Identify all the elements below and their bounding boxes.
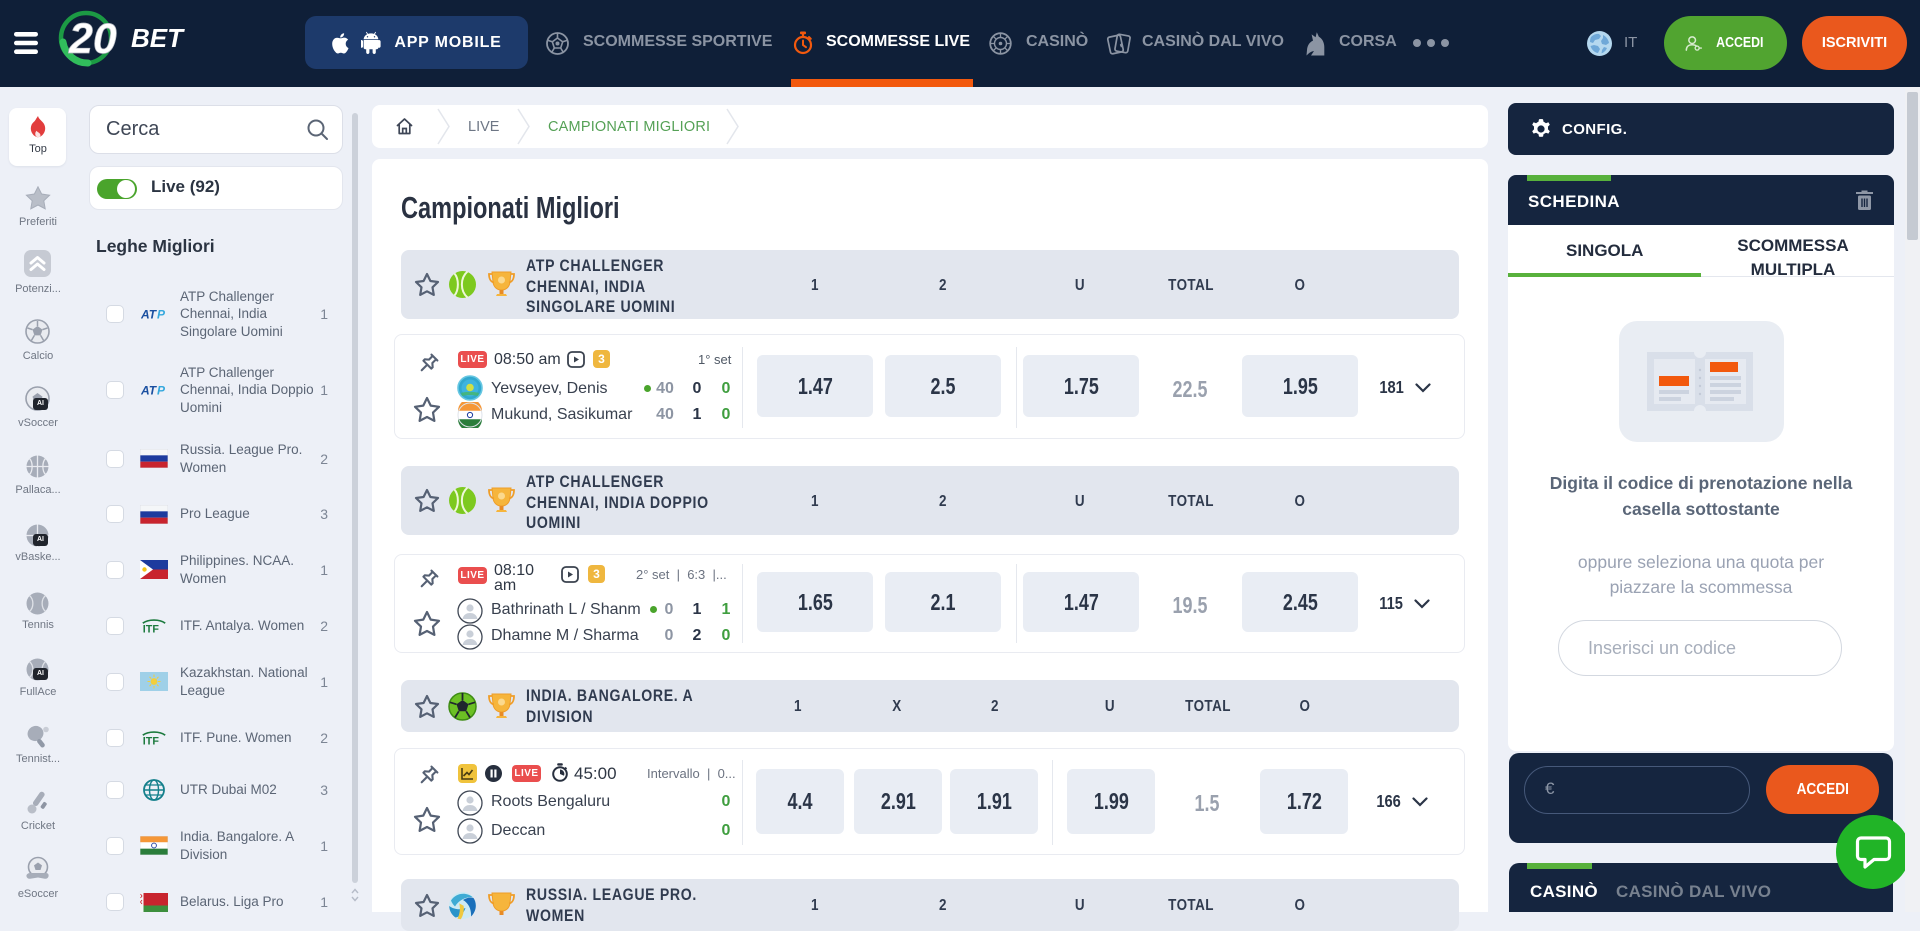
svg-text:ITF: ITF xyxy=(143,623,160,634)
svg-text:P: P xyxy=(157,384,166,396)
svg-text:AT: AT xyxy=(141,384,158,396)
svg-text:BET: BET xyxy=(131,23,185,53)
svg-text:AT: AT xyxy=(141,308,158,320)
svg-text:P: P xyxy=(157,308,166,320)
svg-text:20: 20 xyxy=(68,15,117,63)
svg-text:ITF: ITF xyxy=(143,735,160,746)
